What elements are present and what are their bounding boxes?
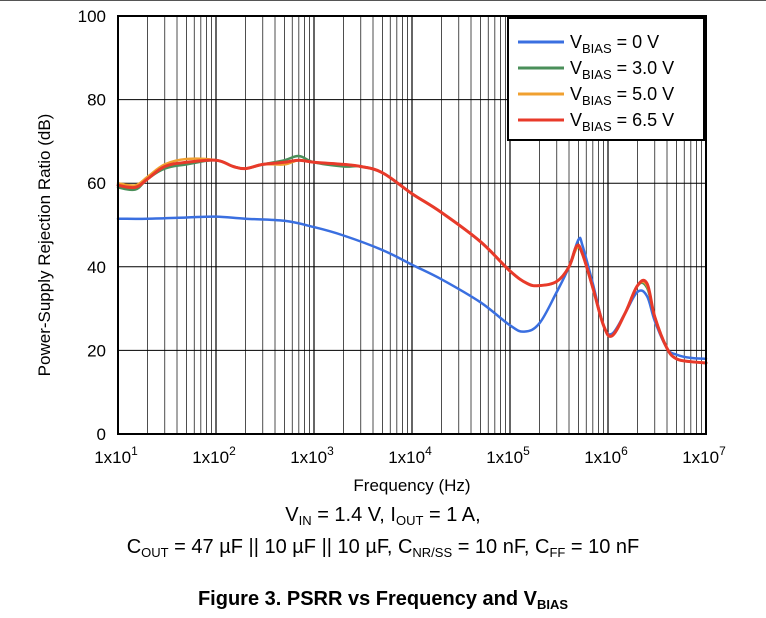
x-axis-label: Frequency (Hz): [353, 476, 470, 495]
cout-symbol: C: [126, 536, 142, 558]
vin-symbol: V: [285, 504, 299, 526]
cnr-subscript: NR/SS: [412, 545, 453, 560]
iout-subscript: OUT: [395, 513, 424, 528]
cff-symbol: C: [534, 536, 550, 558]
cnr-symbol: C: [397, 536, 413, 558]
legend-label: VBIAS = 0 V: [570, 32, 659, 56]
y-tick-label: 40: [87, 258, 106, 277]
conditions-line-2: COUT = 47 µF || 10 µF || 10 µF, CNR/SS =…: [0, 536, 766, 559]
x-tick-label: 1x101: [94, 444, 138, 467]
cnr-value: = 10 nF,: [452, 536, 535, 558]
psrr-chart: 0 20 40 60 80 100 1x101 1x102 1x103 1x104 1x105 1x1…: [35, 7, 726, 495]
iout-symbol: I: [390, 504, 396, 526]
conditions-line-1: VIN = 1.4 V, IOUT = 1 A,: [0, 504, 766, 527]
caption-subscript: BIAS: [536, 597, 569, 612]
y-tick-label: 60: [87, 174, 106, 193]
x-tick-label: 1x103: [290, 444, 334, 467]
top-rule: [0, 0, 766, 1]
iout-value: = 1 A,: [423, 504, 481, 526]
y-axis-label: Power-Supply Rejection Ratio (dB): [35, 114, 54, 377]
x-tick-label: 1x105: [486, 444, 530, 467]
x-tick-label: 1x107: [682, 444, 726, 467]
caption-text: Figure 3. PSRR vs Frequency and V: [197, 588, 537, 610]
vin-value: = 1.4 V,: [311, 504, 391, 526]
legend-label: VBIAS = 5.0 V: [570, 84, 674, 108]
tick-labels: 0 20 40 60 80 100 1x101 1x102 1x103 1x104 1x105 1x1…: [78, 7, 726, 467]
y-tick-label: 0: [97, 425, 106, 444]
x-tick-label: 1x104: [388, 444, 432, 467]
series-line-0: [116, 215, 708, 361]
x-tick-label: 1x102: [192, 444, 236, 467]
legend-label: VBIAS = 6.5 V: [570, 110, 674, 134]
cout-value: = 47 µF || 10 µF || 10 µF,: [168, 536, 398, 558]
y-tick-label: 20: [87, 341, 106, 360]
plot-frame: [117, 15, 707, 435]
cff-subscript: FF: [549, 545, 566, 560]
figure-caption: Figure 3. PSRR vs Frequency and VBIAS: [0, 588, 766, 611]
cout-subscript: OUT: [141, 545, 169, 560]
series-line-3: [116, 158, 708, 365]
y-tick-label: 100: [78, 7, 106, 26]
x-tick-label: 1x106: [584, 444, 628, 467]
y-tick-label: 80: [87, 91, 106, 110]
vin-subscript: IN: [298, 513, 312, 528]
legend-label: VBIAS = 3.0 V: [570, 58, 674, 82]
cff-value: = 10 nF: [565, 536, 640, 558]
series-lines: [116, 154, 708, 365]
